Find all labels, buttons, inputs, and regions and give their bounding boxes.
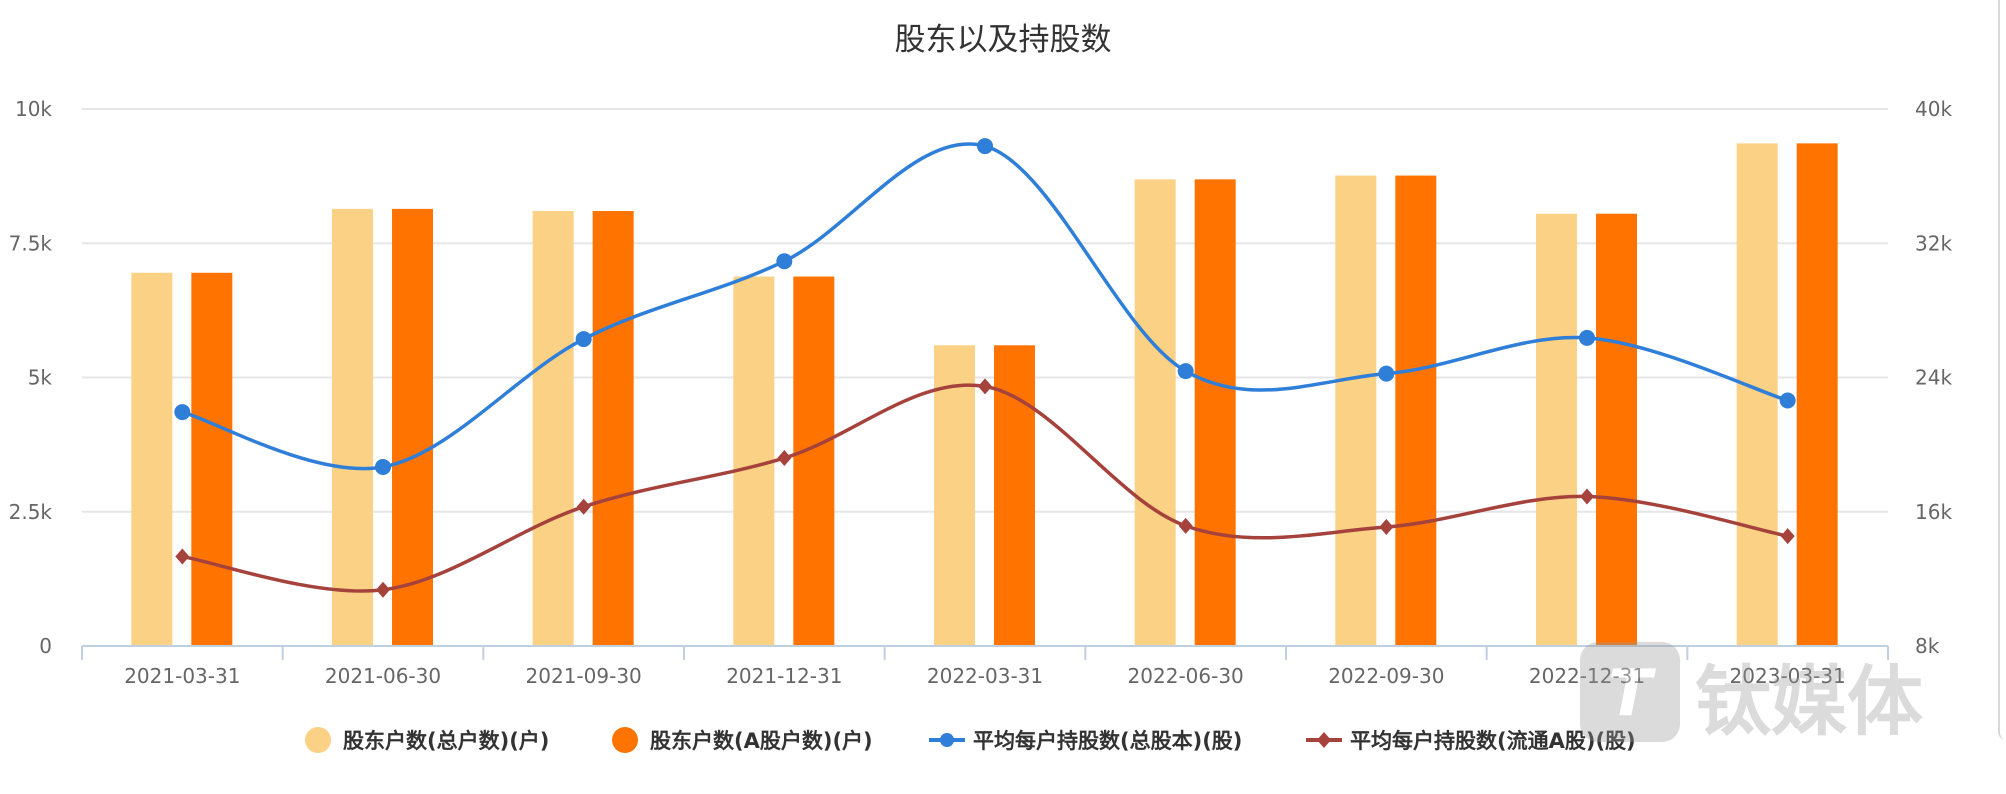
legend-symbol: [940, 733, 954, 747]
window-edge: [1998, 0, 2006, 740]
bar-a-share-holders: [191, 272, 233, 646]
bar-total-holders: [934, 345, 975, 646]
point-avg-float: [175, 548, 190, 565]
point-avg-float: [1379, 519, 1394, 536]
y-left-tick-label: 7.5k: [9, 231, 53, 255]
point-avg-float: [576, 498, 591, 515]
legend-item[interactable]: 股东户数(总户数)(户): [305, 727, 549, 753]
svg-text:T: T: [1608, 657, 1656, 731]
gridlines: [82, 108, 1888, 513]
x-tick-label: 2022-03-31: [927, 664, 1043, 688]
y-left-tick-label: 10k: [15, 97, 52, 121]
bar-total-holders: [131, 272, 173, 646]
y-left-tick-label: 2.5k: [9, 500, 53, 524]
y-left-tick-label: 5k: [28, 366, 53, 390]
bar-a-share-holders: [1796, 143, 1838, 647]
x-tick-label: 2022-12-31: [1529, 664, 1645, 688]
bar-a-share-holders: [392, 208, 433, 646]
chart-title: 股东以及持股数: [895, 22, 1112, 58]
y-right-tick-label: 40k: [1915, 97, 1952, 121]
point-avg-total: [375, 458, 391, 475]
svg-text:钛媒体: 钛媒体: [1695, 657, 1923, 746]
bar-a-share-holders: [793, 276, 835, 646]
bar-a-share-holders: [1194, 179, 1236, 647]
point-avg-total: [776, 253, 793, 270]
bar-a-share-holders: [1395, 175, 1437, 646]
x-tick-label: 2022-06-30: [1128, 664, 1244, 688]
point-avg-total: [1579, 329, 1595, 346]
point-avg-float: [777, 450, 792, 467]
x-tick-label: 2023-03-31: [1730, 664, 1846, 688]
y-right-tick-label: 32k: [1915, 231, 1952, 255]
bar-total-holders: [1536, 213, 1577, 646]
point-avg-float: [1580, 488, 1594, 505]
legend-item[interactable]: 平均每户持股数(流通A股)(股): [1306, 729, 1636, 753]
legend-label: 股东户数(总户数)(户): [343, 729, 549, 753]
bar-total-holders: [1335, 175, 1377, 646]
watermark-logo: T 钛媒体: [1580, 642, 1923, 746]
bar-total-holders: [332, 208, 373, 646]
legend-label: 平均每户持股数(流通A股)(股): [1350, 729, 1636, 753]
legend-symbol: [612, 727, 638, 753]
point-avg-total: [977, 138, 993, 155]
point-avg-float: [1780, 528, 1795, 545]
x-tick-label: 2021-12-31: [726, 664, 842, 688]
bar-a-share-holders: [592, 211, 634, 646]
legend-symbol: [305, 727, 331, 753]
point-avg-total: [1177, 363, 1194, 380]
y-right-tick-label: 8k: [1915, 634, 1940, 658]
bars: [131, 143, 1838, 647]
bar-total-holders: [1134, 179, 1176, 647]
y-left-tick-label: 0: [39, 634, 52, 658]
point-avg-float: [978, 378, 992, 395]
point-avg-total: [174, 404, 191, 421]
legend-item[interactable]: 平均每户持股数(总股本)(股): [929, 729, 1242, 753]
point-avg-float: [1178, 517, 1193, 534]
legend-label: 平均每户持股数(总股本)(股): [973, 729, 1242, 753]
lines: [174, 138, 1796, 598]
y-right-tick-label: 16k: [1915, 500, 1952, 524]
legend: 股东户数(总户数)(户) 股东户数(A股户数)(户) 平均每户持股数(总股本)(股)…: [305, 727, 1636, 753]
axes: 0 2.5k 5k 7.5k 10k 8k 16k 24k 32k 40k 2021-03-31 20…: [9, 97, 1953, 688]
legend-label: 股东户数(A股户数)(户): [650, 729, 873, 753]
y-right-tick-label: 24k: [1915, 366, 1952, 390]
bar-total-holders: [532, 211, 574, 646]
point-avg-float: [376, 581, 390, 598]
x-tick-label: 2021-03-31: [124, 664, 240, 688]
bar-a-share-holders: [1596, 213, 1637, 646]
point-avg-total: [575, 331, 592, 348]
x-tick-label: 2021-09-30: [526, 664, 642, 688]
legend-item[interactable]: 股东户数(A股户数)(户): [612, 727, 873, 753]
legend-symbol: [1317, 732, 1331, 748]
x-tick-label: 2021-06-30: [325, 664, 441, 688]
x-tick-label: 2022-09-30: [1328, 664, 1444, 688]
point-avg-total: [1779, 392, 1796, 409]
point-avg-total: [1378, 365, 1395, 382]
